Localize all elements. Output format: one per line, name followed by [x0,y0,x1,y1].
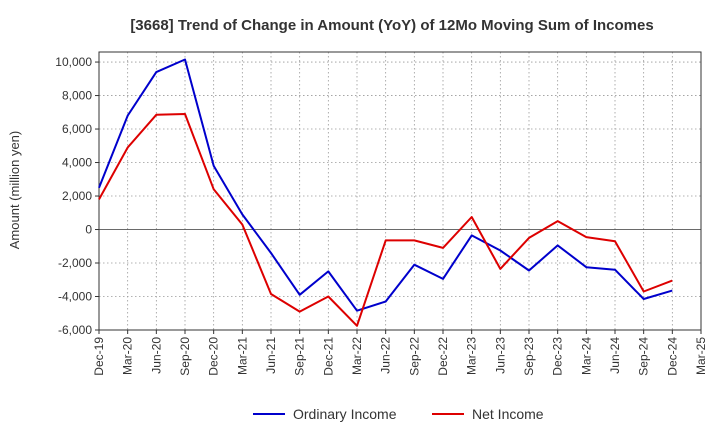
x-tick-label: Mar-25 [694,337,708,375]
x-tick-label: Mar-20 [121,337,135,375]
x-tick-label: Mar-22 [350,337,364,375]
y-axis-label: Amount (million yen) [7,131,22,250]
y-tick-label: -4,000 [58,290,92,304]
x-tick-label: Dec-22 [436,337,450,376]
chart-title: [3668] Trend of Change in Amount (YoY) o… [130,17,653,34]
y-tick-label: -6,000 [58,323,92,337]
y-tick-label: 8,000 [62,89,92,103]
legend-label-ordinary-income: Ordinary Income [293,406,397,422]
x-tick-label: Dec-20 [207,337,221,376]
axes: -6,000 -4,000 -2,000 0 2,000 4,000 6,000 8,000 1… [55,51,708,376]
series-lines [98,58,673,327]
y-tick-label: 0 [85,223,92,237]
plot-frame [98,51,702,331]
x-tick-label: Jun-24 [608,337,622,374]
x-tick-label: Jun-20 [149,337,163,374]
y-tick-label: 4,000 [62,156,92,170]
x-tick-label: Jun-21 [264,337,278,374]
grid-lines [98,52,702,331]
y-tick-label: -2,000 [58,256,92,270]
x-tick-label: Mar-21 [235,337,249,375]
x-tick-label: Jun-22 [379,337,393,374]
y-tick-label: 2,000 [62,189,92,203]
x-tick-label: Sep-20 [178,337,192,376]
x-tick-label: Mar-24 [579,337,593,375]
x-tick-label: Mar-23 [465,337,479,375]
series-line-net-income [98,113,673,327]
x-tick-label: Sep-21 [293,337,307,376]
y-tick-label: 6,000 [62,122,92,136]
legend-label-net-income: Net Income [472,406,544,422]
x-tick-label: Dec-19 [92,337,106,376]
x-tick-label: Sep-23 [522,337,536,376]
x-tick-label: Dec-24 [665,337,679,376]
x-tick-label: Dec-23 [551,337,565,376]
x-tick-label: Sep-22 [407,337,421,376]
legend: Ordinary Income Net Income [253,406,544,422]
x-tick-label: Jun-23 [493,337,507,374]
x-tick-label: Dec-21 [321,337,335,376]
series-line-ordinary-income [98,58,673,312]
x-tick-label: Sep-24 [637,337,651,376]
y-tick-label: 10,000 [55,55,92,69]
